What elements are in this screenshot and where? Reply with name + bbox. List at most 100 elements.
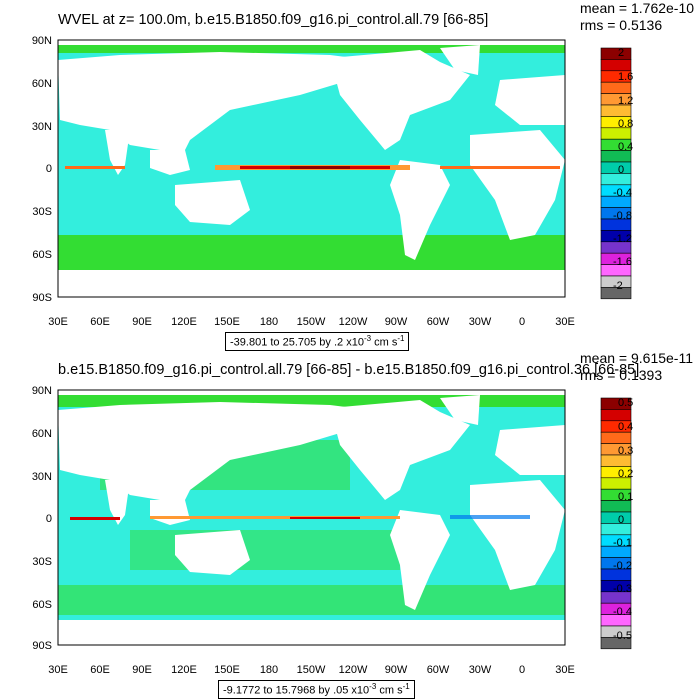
colorbar-label: 2 [618,47,624,59]
map-field [58,40,565,297]
range-unit-exponent: -1 [397,334,405,343]
stat-mean: mean = 9.615e-11 [580,350,693,366]
lat-label: 90N [32,35,52,47]
stats-block: mean = 9.615e-11 rms = 0.1393 [580,350,693,384]
lon-label: 150E [214,664,240,676]
lat-label: 90S [32,292,52,304]
lon-label: 30W [469,664,492,676]
lat-label: 30S [32,206,52,218]
lon-label: 60W [427,664,450,676]
range-text: -9.1772 to 15.7968 by .05 x10 [223,684,370,697]
lat-label: 0 [46,163,52,175]
colorbar-swatch [600,431,632,444]
lon-label: 90E [132,316,152,328]
lon-label: 90W [385,316,408,328]
colorbar-label: -0.1 [613,537,632,549]
stats-block: mean = 1.762e-10 rms = 0.5136 [580,0,694,34]
lat-label: 30N [32,471,52,483]
colorbar-swatches [600,397,632,650]
range-exponent: -3 [363,334,372,343]
colorbar-swatch [600,173,632,186]
colorbar-label: -0.5 [613,630,632,642]
colorbar: 2 1.6 1.2 0.8 0.4 0 -0.4 -0.8 -1.2 -1.6 … [600,47,633,300]
colorbar-swatch [600,81,632,94]
lat-label: 30S [32,556,52,568]
colorbar-label: 0.8 [618,118,633,130]
colorbar-label: 0.3 [618,445,633,457]
colorbar-label: 0.2 [618,468,633,480]
lon-label: 150E [214,316,240,328]
lon-label: 180 [260,316,278,328]
panel-bottom: b.e15.B1850.f09_g16.pi_control.all.79 [6… [0,350,700,700]
map-plot: 90N 60N 30N 0 30S 60S 90S 30E 60E 90E 12… [32,385,633,676]
colorbar-label: -0.3 [613,583,632,595]
stat-rms: rms = 0.5136 [580,17,663,33]
range-unit-exponent: -1 [402,682,410,691]
colorbar-swatch [600,409,632,422]
panel-top: WVEL at z= 100.0m, b.e15.B1850.f09_g16.p… [32,0,694,351]
colorbar-labels: 0.5 0.4 0.3 0.2 0.1 0 -0.1 -0.2 -0.3 -0.… [613,397,633,642]
map-plot: 90N 60N 30N 0 30S 60S 90S 30E 60E 90E 12… [32,35,633,328]
lon-label: 150W [297,664,326,676]
range-exponent: -3 [369,682,377,691]
colorbar-label: -0.8 [613,210,632,222]
colorbar-swatch [600,47,632,60]
colorbar-label: -0.4 [613,187,632,199]
lat-axis: 90N 60N 30N 0 30S 60S 90S [32,385,52,652]
colorbar-swatch [600,637,632,650]
lon-label: 0 [519,316,525,328]
colorbar-label: 1.6 [618,71,633,83]
colorbar-swatch [600,523,632,536]
stat-mean: mean = 1.762e-10 [580,0,695,16]
lat-axis: 90N 60N 30N 0 30S 60S 90S [32,35,52,304]
contour-range-label: -9.1772 to 15.7968 by .05 x10-3 cm s-1 [218,680,415,699]
colorbar-swatch [600,511,632,524]
colorbar-label: 0.1 [618,491,633,503]
colorbar-swatch [600,287,632,300]
lat-label: 30N [32,121,52,133]
colorbar-swatch [600,59,632,72]
contour-range-label: -39.801 to 25.705 by .2 x10-3 cm s-1 [225,332,410,351]
lon-label: 90W [385,664,408,676]
lon-axis: 30E 60E 90E 120E 150E 180 150W 120W 90W … [48,664,575,676]
colorbar-label: -2 [613,280,623,292]
lon-label: 120W [339,664,368,676]
lat-label: 0 [46,513,52,525]
map-field [58,390,565,645]
lon-label: 120E [171,316,197,328]
lon-label: 30E [555,316,575,328]
colorbar-label: 0.4 [618,421,633,433]
lon-label: 30E [48,316,68,328]
colorbar-swatches [600,47,632,300]
stat-rms: rms = 0.1393 [580,367,663,383]
panel-title: WVEL at z= 100.0m, b.e15.B1850.f09_g16.p… [58,12,489,28]
colorbar-label: -0.4 [613,606,632,618]
range-unit: cm s [371,336,398,349]
lon-label: 30E [48,664,68,676]
colorbar-labels: 2 1.6 1.2 0.8 0.4 0 -0.4 -0.8 -1.2 -1.6 … [613,47,633,292]
lon-label: 0 [519,664,525,676]
lon-label: 150W [297,316,326,328]
lon-label: 60E [90,664,110,676]
lon-label: 60W [427,316,450,328]
colorbar-label: 1.2 [618,95,633,107]
range-unit: cm s [376,684,403,697]
lat-label: 90S [32,640,52,652]
colorbar-label: 0.4 [618,141,633,153]
colorbar-label: 0 [618,514,624,526]
lon-label: 120W [339,316,368,328]
lon-label: 60E [90,316,110,328]
lat-label: 90N [32,385,52,397]
colorbar-label: -1.6 [613,256,632,268]
lon-label: 120E [171,664,197,676]
colorbar-label: 0 [618,164,624,176]
range-text: -39.801 to 25.705 by .2 x10 [230,336,364,349]
lon-axis: 30E 60E 90E 120E 150E 180 150W 120W 90W … [48,316,575,328]
lon-label: 90E [132,664,152,676]
lat-label: 60N [32,78,52,90]
panel-title: b.e15.B1850.f09_g16.pi_control.all.79 [6… [58,362,640,378]
lat-label: 60N [32,428,52,440]
lon-label: 180 [260,664,278,676]
lat-label: 60S [32,599,52,611]
colorbar-label: -0.2 [613,560,632,572]
